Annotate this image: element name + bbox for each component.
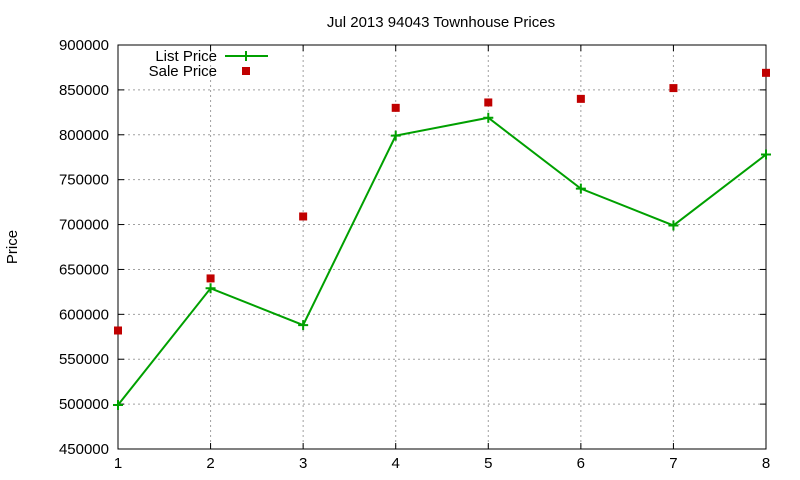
list-price-point	[483, 112, 494, 123]
x-tick-label: 5	[484, 455, 492, 472]
sale-price-point	[762, 68, 770, 77]
series-layer	[113, 68, 771, 411]
x-tick-label: 3	[299, 455, 307, 472]
legend-label: Sale Price	[149, 63, 217, 80]
y-tick-label: 850000	[59, 82, 109, 99]
sale-price-point	[484, 98, 493, 107]
y-tick-label: 550000	[59, 351, 109, 368]
legend-marker-swatch	[241, 51, 251, 61]
x-tick-label: 6	[577, 455, 585, 472]
y-tick-label: 600000	[59, 306, 109, 323]
x-tick-label: 7	[669, 455, 677, 472]
sale-price-point	[299, 212, 308, 221]
y-tick-label: 750000	[59, 172, 109, 189]
plot-frame	[117, 44, 767, 450]
legend-label: List Price	[155, 48, 217, 65]
list-price-point	[113, 400, 123, 411]
list-price-point	[575, 183, 586, 194]
list-price-point	[668, 220, 679, 231]
sale-price-point	[206, 274, 215, 283]
x-tick-label: 4	[392, 455, 400, 472]
y-tick-label: 900000	[59, 37, 109, 54]
y-axis-label: Price	[4, 230, 21, 264]
sale-price-point	[669, 84, 678, 93]
series-0	[113, 112, 771, 411]
y-tick-label: 700000	[59, 217, 109, 234]
y-tick-label: 800000	[59, 127, 109, 144]
chart-title: Jul 2013 94043 Townhouse Prices	[327, 14, 555, 31]
y-tick-label: 650000	[59, 261, 109, 278]
list-price-point	[205, 283, 216, 294]
list-price-point	[390, 130, 401, 141]
legend-marker-swatch	[242, 67, 250, 75]
sale-price-point	[576, 94, 585, 103]
x-tick-label: 1	[114, 455, 122, 472]
x-tick-label: 8	[762, 455, 770, 472]
list-price-point	[761, 149, 771, 160]
y-tick-label: 450000	[59, 441, 109, 458]
y-tick-label: 500000	[59, 396, 109, 413]
axes: 450000 500000 550000 600000 650000 700000 7500…	[59, 37, 770, 472]
sale-price-point	[391, 103, 400, 112]
list-price-line	[117, 116, 767, 406]
series-1	[114, 68, 770, 335]
list-price-point	[298, 320, 309, 331]
x-tick-label: 2	[206, 455, 214, 472]
sale-price-point	[114, 326, 122, 335]
grid-lines	[118, 45, 766, 449]
